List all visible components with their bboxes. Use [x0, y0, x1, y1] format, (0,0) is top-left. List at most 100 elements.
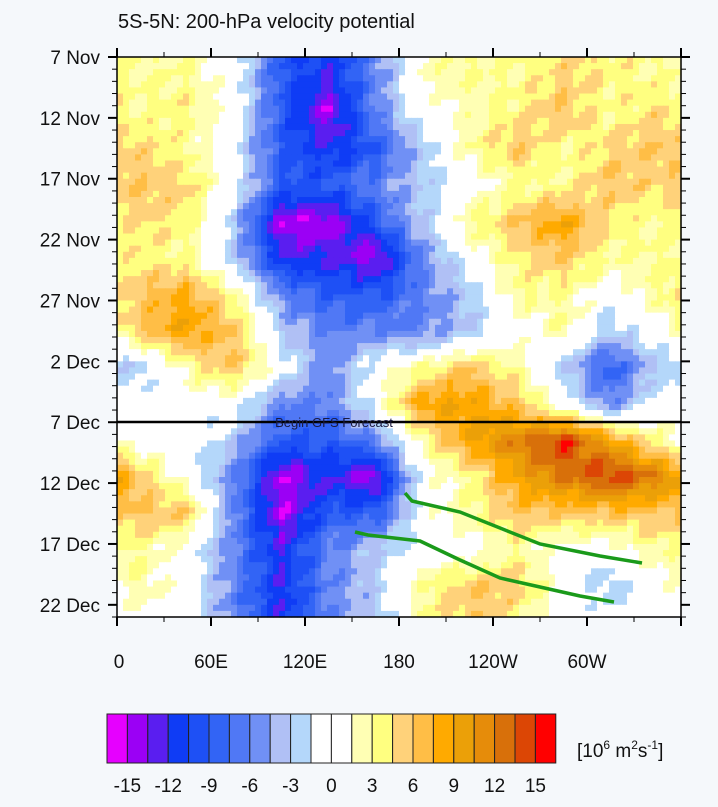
field-cell	[387, 197, 394, 204]
field-cell	[225, 215, 232, 222]
field-cell	[549, 227, 556, 235]
field-cell	[237, 233, 244, 241]
field-cell	[177, 276, 184, 283]
field-cell	[273, 233, 280, 241]
field-cell	[267, 257, 274, 265]
field-cell	[525, 282, 532, 289]
field-cell	[411, 160, 418, 168]
field-cell	[489, 270, 496, 277]
field-cell	[369, 117, 376, 125]
field-cell	[321, 166, 328, 174]
field-cell	[489, 294, 496, 302]
field-cell	[429, 203, 436, 210]
field-cell	[441, 69, 448, 76]
field-cell	[567, 221, 574, 229]
field-cell	[477, 349, 484, 356]
field-cell	[225, 99, 232, 107]
field-cell	[357, 257, 364, 265]
field-cell	[435, 251, 442, 259]
field-cell	[495, 324, 502, 332]
field-cell	[351, 117, 358, 125]
field-cell	[597, 57, 604, 64]
field-cell	[519, 227, 526, 235]
field-cell	[309, 257, 316, 265]
field-cell	[579, 93, 586, 101]
field-cell	[621, 154, 628, 162]
field-cell	[297, 233, 304, 241]
field-cell	[597, 130, 604, 137]
field-cell	[147, 337, 154, 344]
field-cell	[171, 379, 178, 387]
field-cell	[117, 288, 124, 295]
field-cell	[549, 57, 556, 64]
field-cell	[369, 282, 376, 289]
field-cell	[429, 142, 436, 149]
field-cell	[405, 330, 412, 338]
field-cell	[189, 288, 196, 295]
field-cell	[609, 190, 616, 198]
field-cell	[531, 343, 538, 350]
field-cell	[129, 190, 136, 198]
field-cell	[201, 282, 208, 289]
field-cell	[273, 142, 280, 149]
field-cell	[375, 367, 382, 375]
field-cell	[609, 245, 616, 253]
field-cell	[375, 69, 382, 76]
field-cell	[315, 57, 322, 64]
field-cell	[399, 324, 406, 332]
field-cell	[603, 227, 610, 235]
field-cell	[669, 209, 676, 216]
field-cell	[519, 318, 526, 326]
field-cell	[609, 197, 616, 204]
field-cell	[525, 233, 532, 241]
field-cell	[561, 111, 568, 119]
field-cell	[423, 221, 430, 229]
field-cell	[525, 148, 532, 155]
field-cell	[405, 197, 412, 204]
field-cell	[291, 99, 298, 107]
field-cell	[207, 148, 214, 155]
field-cell	[585, 69, 592, 76]
field-cell	[429, 294, 436, 302]
field-cell	[393, 227, 400, 235]
field-cell	[495, 63, 502, 70]
field-cell	[429, 251, 436, 259]
field-cell	[489, 355, 496, 362]
field-cell	[471, 57, 478, 64]
field-cell	[231, 142, 238, 149]
field-cell	[543, 197, 550, 204]
field-cell	[531, 111, 538, 119]
field-cell	[315, 343, 322, 350]
field-cell	[273, 349, 280, 356]
field-cell	[501, 69, 508, 76]
field-cell	[309, 239, 316, 247]
field-cell	[291, 209, 298, 216]
field-cell	[123, 215, 130, 222]
field-cell	[477, 178, 484, 186]
field-cell	[447, 337, 454, 344]
field-cell	[651, 136, 658, 143]
field-cell	[627, 166, 634, 174]
field-cell	[207, 142, 214, 149]
field-cell	[177, 111, 184, 119]
field-cell	[165, 154, 172, 162]
field-cell	[165, 99, 172, 107]
field-cell	[537, 312, 544, 320]
field-cell	[621, 337, 628, 344]
field-cell	[429, 306, 436, 314]
field-cell	[249, 203, 256, 210]
field-cell	[369, 318, 376, 326]
field-cell	[657, 166, 664, 174]
field-cell	[339, 99, 346, 107]
field-cell	[207, 337, 214, 344]
field-cell	[435, 343, 442, 350]
field-cell	[213, 69, 220, 76]
field-cell	[597, 81, 604, 89]
field-cell	[375, 306, 382, 314]
field-cell	[201, 136, 208, 143]
field-cell	[669, 130, 676, 137]
field-cell	[237, 312, 244, 320]
field-cell	[207, 184, 214, 192]
field-cell	[315, 172, 322, 180]
